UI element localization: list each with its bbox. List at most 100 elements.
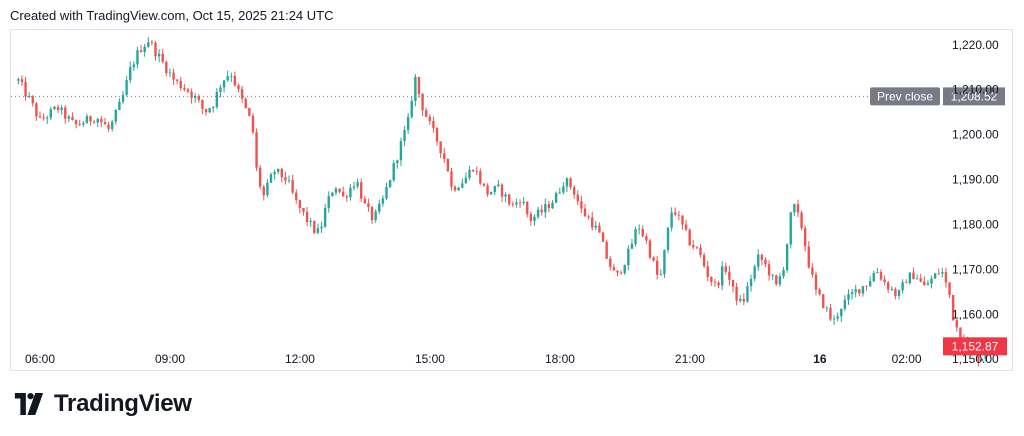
candle-body [825, 307, 829, 309]
candle-body [457, 187, 460, 191]
candle-body [886, 282, 890, 290]
candle [554, 191, 558, 204]
candle-body [208, 108, 211, 113]
candle-body [370, 207, 374, 221]
candle-body [17, 79, 20, 81]
y-tick-label: 1,220.00 [952, 38, 999, 52]
candle-body [533, 216, 536, 221]
candle-body [612, 267, 616, 271]
y-tick-label: 1,170.00 [952, 262, 999, 276]
candle [793, 203, 796, 217]
candle-body [269, 174, 273, 183]
candle-body [508, 194, 511, 205]
candle-body [356, 182, 359, 187]
candle [71, 112, 74, 121]
candle [378, 199, 381, 215]
candle-body [933, 273, 937, 279]
candle [580, 195, 583, 213]
candle [226, 70, 229, 82]
candle [125, 76, 128, 97]
candle-body [42, 117, 45, 119]
candle [789, 211, 792, 249]
prev-close-label: Prev close [877, 89, 933, 103]
candle [277, 168, 280, 175]
candle-body [919, 278, 922, 282]
candle [399, 137, 403, 166]
candle [822, 293, 825, 309]
candle-body [110, 121, 114, 129]
candle-body [313, 220, 316, 233]
candle [933, 272, 937, 279]
candle-body [840, 308, 843, 317]
candle-body [168, 72, 172, 74]
candle [854, 284, 857, 298]
candle-body [681, 215, 684, 225]
candle-body [154, 42, 157, 57]
candle [811, 263, 814, 278]
candle-body [753, 266, 756, 279]
candle [439, 141, 442, 159]
candle [424, 107, 428, 118]
last-price-label: 1,152.87 [952, 339, 999, 353]
candle [403, 125, 406, 146]
candle-body [850, 292, 854, 295]
candle-body [107, 124, 110, 129]
price-chart[interactable]: Prev close 1,208.52 1,150.00 1,160.00 1,170… [11, 30, 1012, 370]
candle [31, 95, 34, 107]
candle [551, 200, 554, 209]
candle [684, 220, 688, 232]
x-tick-label: 09:00 [155, 352, 185, 366]
candle-body [735, 286, 738, 301]
prev-close-group: Prev close 1,208.52 [11, 87, 1005, 106]
candle-body [702, 255, 706, 267]
candle [193, 92, 197, 103]
candle-body [764, 259, 767, 265]
chart-frame[interactable]: Prev close 1,208.52 1,150.00 1,160.00 1,170… [10, 29, 1013, 371]
candle-body [125, 80, 128, 95]
candle-body [82, 123, 85, 125]
candle [49, 106, 53, 121]
candle-body [565, 178, 569, 187]
candle-body [811, 267, 814, 275]
candle [623, 264, 626, 275]
x-axis: 06:00 09:00 12:00 15:00 18:00 21:00 16 02:00 [25, 352, 922, 366]
candle [233, 71, 237, 87]
candles-group [17, 37, 987, 367]
candle-body [475, 171, 478, 172]
candle-body [284, 177, 287, 181]
candle [569, 177, 572, 190]
candle-body [244, 98, 247, 108]
candle [381, 195, 385, 207]
candle-body [670, 212, 673, 228]
candle [677, 210, 681, 221]
candle [367, 198, 370, 212]
candle [482, 183, 486, 188]
brand[interactable]: TradingView [12, 390, 192, 418]
candle-body [659, 274, 663, 275]
candle-body [78, 124, 81, 125]
candle-body [396, 160, 399, 164]
candle [486, 183, 489, 197]
candle [663, 249, 666, 279]
candle-body [717, 282, 720, 286]
candle-body [385, 187, 388, 199]
candle-body [367, 203, 370, 208]
candle [212, 106, 215, 113]
candle-body [818, 289, 821, 295]
candle [150, 39, 154, 46]
candle-body [277, 168, 280, 172]
candle [103, 118, 107, 125]
candle [35, 102, 38, 121]
candle [674, 207, 677, 217]
candle [385, 182, 388, 201]
candle-body [147, 42, 150, 47]
candle [702, 252, 706, 268]
candle-body [450, 171, 453, 187]
candle-body [785, 244, 789, 270]
candle-body [778, 276, 782, 285]
candle [666, 226, 670, 254]
candle-body [461, 183, 464, 188]
candle-body [237, 85, 240, 89]
candle-body [699, 247, 702, 256]
candle [616, 270, 619, 277]
